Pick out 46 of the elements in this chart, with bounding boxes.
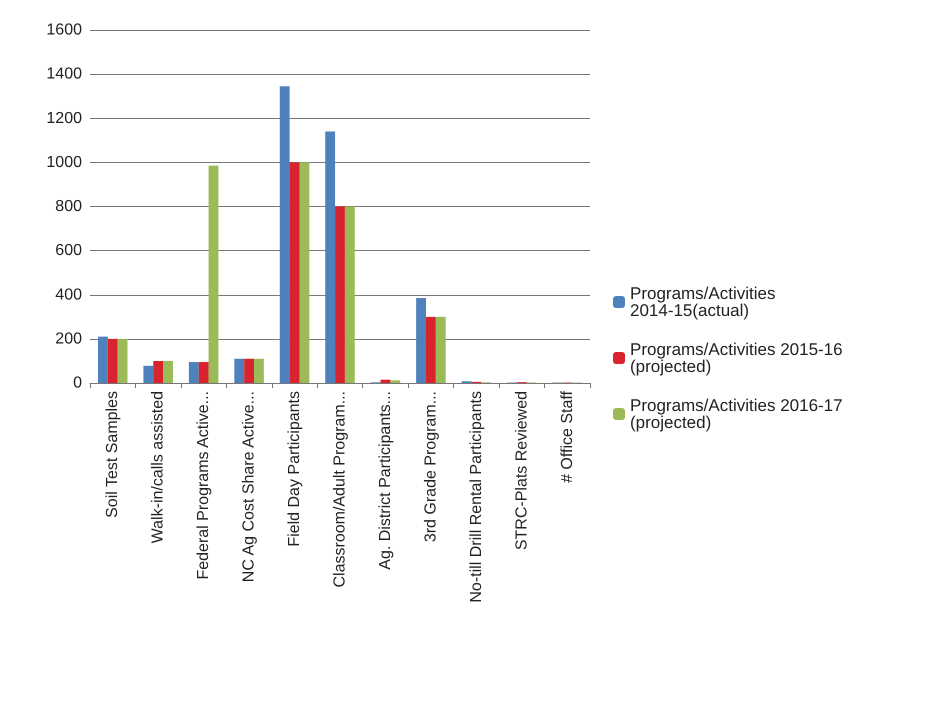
x-tick-label: STRC-Plats Reviewed	[513, 391, 530, 550]
bar	[108, 338, 118, 383]
x-tick-label: Field Day Participants	[286, 391, 304, 547]
bar	[98, 336, 108, 383]
legend-label: Programs/Activities 2014-15(actual)	[630, 284, 780, 320]
bar	[299, 162, 310, 383]
bar	[188, 362, 199, 383]
y-tick-label: 800	[55, 198, 82, 215]
x-tick-label: # Office Staff	[558, 390, 576, 483]
bar	[143, 366, 154, 383]
legend-label: Programs/Activities 2016-17 (projected)	[630, 396, 848, 432]
bar	[380, 380, 390, 383]
bar	[153, 360, 164, 383]
bar	[208, 166, 218, 383]
bar	[335, 206, 345, 383]
x-tick-label: 3rd Grade Program...	[422, 391, 440, 542]
bar	[244, 358, 254, 383]
bar	[344, 206, 355, 383]
bar	[426, 316, 436, 383]
y-tick-label: 1000	[46, 154, 82, 171]
x-tick-label: Walk-in/calls assisted	[150, 391, 167, 544]
y-tick-label: 1200	[46, 110, 82, 127]
bar	[390, 380, 400, 383]
x-tick-label: No-till Drill Rental Participants	[468, 391, 485, 603]
y-tick-label: 0	[73, 374, 82, 392]
y-tick-label: 200	[55, 330, 82, 348]
bar	[198, 362, 209, 383]
x-tick-label: Federal Programs Active...	[195, 391, 212, 580]
bar	[436, 316, 446, 383]
bar	[290, 162, 300, 383]
y-tick-label: 600	[55, 242, 82, 260]
x-tick-label: Soil Test Samples	[104, 391, 122, 518]
x-tick-label: Classroom/Adult Program...	[332, 391, 348, 588]
bar	[118, 338, 128, 383]
bar	[325, 131, 336, 383]
bar	[280, 86, 290, 383]
x-tick-label: Ag. District Participants...	[376, 391, 394, 570]
y-tick-label: 1400	[46, 66, 82, 83]
y-tick-label: 1600	[46, 22, 82, 38]
bar	[234, 358, 244, 383]
legend-label: Programs/Activities 2015-16 (projected)	[630, 340, 848, 376]
bar	[163, 360, 173, 383]
bar	[254, 358, 264, 383]
x-tick-label: NC Ag Cost Share Active...	[240, 391, 258, 582]
bar	[416, 298, 426, 383]
y-tick-label: 400	[55, 286, 82, 304]
